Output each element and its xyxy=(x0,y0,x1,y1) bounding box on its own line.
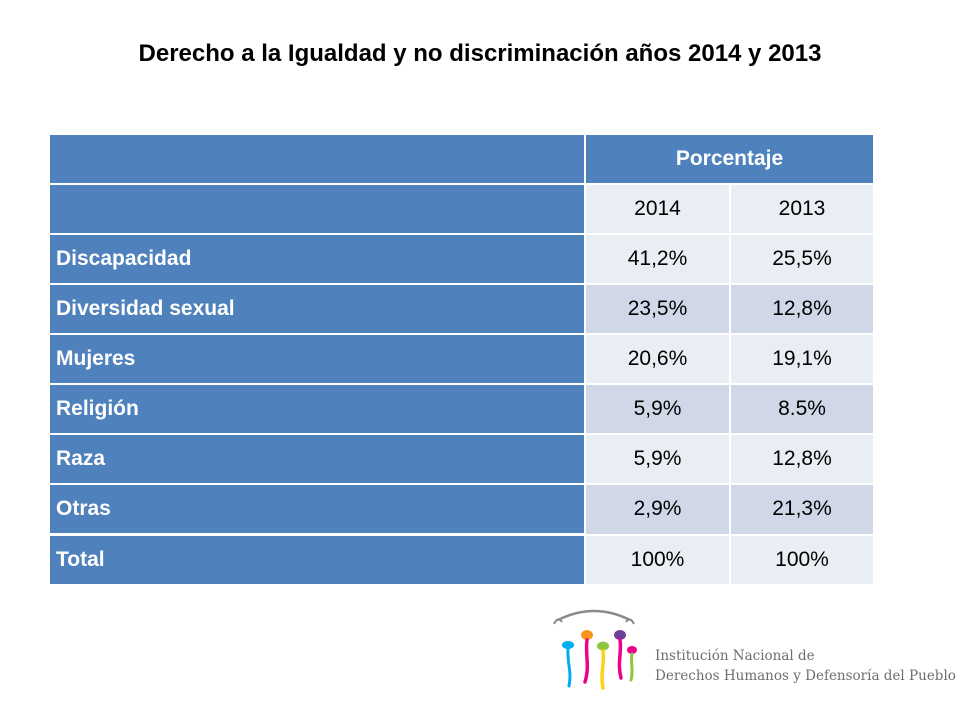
value-cell-2013: 12,8% xyxy=(728,283,876,335)
group-header-cell: Porcentaje xyxy=(583,133,876,185)
row-label: Otras xyxy=(48,483,586,536)
row-label: Discapacidad xyxy=(48,233,586,285)
blank-header-cell xyxy=(48,183,586,235)
blank-header-cell xyxy=(48,133,586,185)
slide-title: Derecho a la Igualdad y no discriminació… xyxy=(138,40,822,67)
table-row: Raza 5,9% 12,8% xyxy=(48,433,876,485)
institution-logo: Institución Nacional de Derechos Humanos… xyxy=(552,608,956,698)
value-cell-2013: 8.5% xyxy=(728,383,876,435)
value-cell-2014: 20,6% xyxy=(584,333,731,385)
data-table: Porcentaje 2014 2013 Discapacidad 41,2% … xyxy=(48,133,876,586)
table-row: Diversidad sexual 23,5% 12,8% xyxy=(48,283,876,335)
value-cell-2013: 12,8% xyxy=(728,433,876,485)
value-cell-2014: 23,5% xyxy=(584,283,731,335)
year-header-cell: 2014 xyxy=(584,183,731,235)
value-cell-2013: 100% xyxy=(728,533,876,586)
table-row: Otras 2,9% 21,3% xyxy=(48,483,876,536)
value-cell-2014: 5,9% xyxy=(584,433,731,485)
row-label: Religión xyxy=(48,383,586,435)
row-label: Total xyxy=(48,533,586,586)
value-cell-2013: 25,5% xyxy=(728,233,876,285)
table-header-row: Porcentaje xyxy=(48,133,876,185)
row-label: Diversidad sexual xyxy=(48,283,586,335)
logo-text-line-2: Derechos Humanos y Defensoría del Pueblo xyxy=(655,668,956,684)
row-label: Mujeres xyxy=(48,333,586,385)
value-cell-2013: 21,3% xyxy=(728,483,876,536)
year-header-cell: 2013 xyxy=(728,183,876,235)
logo-text-line-1: Institución Nacional de xyxy=(655,648,815,664)
year-header-row: 2014 2013 xyxy=(48,183,876,235)
value-cell-2014: 5,9% xyxy=(584,383,731,435)
value-cell-2014: 2,9% xyxy=(584,483,731,536)
table-row: Discapacidad 41,2% 25,5% xyxy=(48,233,876,285)
value-cell-2014: 100% xyxy=(584,533,731,586)
logo-figures-icon xyxy=(553,609,637,690)
total-row: Total 100% 100% xyxy=(48,533,876,586)
logo-text: Institución Nacional de Derechos Humanos… xyxy=(655,646,956,686)
value-cell-2014: 41,2% xyxy=(584,233,731,285)
row-label: Raza xyxy=(48,433,586,485)
table-row: Religión 5,9% 8.5% xyxy=(48,383,876,435)
table-row: Mujeres 20,6% 19,1% xyxy=(48,333,876,385)
value-cell-2013: 19,1% xyxy=(728,333,876,385)
